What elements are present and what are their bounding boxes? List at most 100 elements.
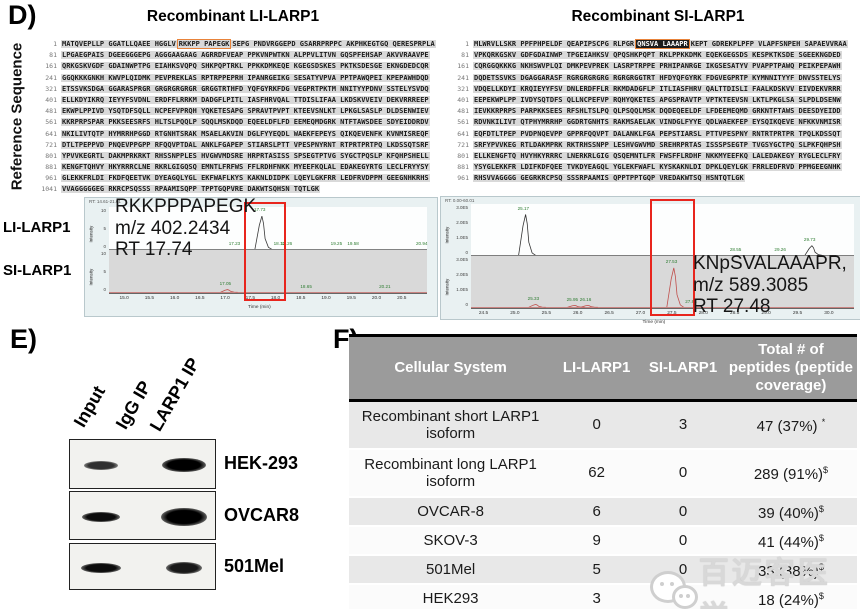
li-larp1-sequence-block: 1 MATQVEPLLP GGATLLQAEE HGGLV RKKPP PAPEGK… [33,39,445,196]
title-recombinant-si-larp1: Recombinant SI-LARP1 [571,8,745,25]
sequence-line: 961 RHSVVAGGGG GEGRKRCPSQ SSSRPAAMIS QPPT… [445,173,859,184]
peptide-count-table: Cellular System LI-LARP1 SI-LARP1 Total # o… [349,334,857,609]
x-tick-label: 28.0 [698,311,708,316]
sequence-text: ELLKENGFTQ HVYHKYRRRC LNERKRLGIG QSQEMNT… [473,151,842,160]
peptide-id-overlay-line: RT 27.48 [693,296,771,317]
trace-svg [109,289,427,293]
cell-total-peptides: 18 (24%)$ [724,583,857,609]
x-tick-label: 19.5 [346,296,356,301]
peptide-id-overlay-line: m/z 589.3085 [693,274,809,296]
sequence-line: 321 VDQELLKDYI KRQIEYYFSV DNLERDFFLR RKMD… [445,84,859,95]
residue-number: 401 [457,95,469,104]
x-tick-label: 16.0 [169,296,180,301]
sequence-text: VVAGGGGGEG RKRCPSQSSS RPAAMISQPP TPPTGQP… [61,185,321,194]
cell-cellular-system: Recombinant short LARP1 isoform [349,400,553,450]
x-axis-label: Time (min) [642,320,666,325]
sequence-line: 321 ETSSVKSDGA GGARASPRGR GRGRGRGRGR GRGG… [33,84,445,95]
residue-number: 561 [457,118,469,127]
x-tick-label: 17.5 [245,296,255,301]
cell-total-peptides: 47 (37%) * [724,400,857,450]
residue-number: 1 [465,40,469,48]
peptide-id-overlay-line: RT 17.74 [115,239,193,260]
table-row: Recombinant long LARP1 isoform 62 0 289 (91… [349,448,857,498]
selected-peak-red-box [244,202,286,301]
cell-si-larp1: 3 [641,400,725,450]
sequence-line: 881 KENGFTQHVY HKYRRRCLNE RKRLGIGQSQ EMNT… [33,162,445,173]
sequence-line: 961 GLEKKFRLDI FKDFQEETVK DYEAGQLYGL EKFW… [33,173,445,184]
x-tick-label: 30.0 [824,311,834,316]
y-tick-label: 1.0E5 [456,287,468,292]
column-header: SI-LARP1 [641,337,725,402]
x-tick-label: 26.0 [573,311,583,316]
y-tick-label: 3.0E5 [456,205,468,210]
total-superscript: $ [823,465,829,475]
table-body: Recombinant short LARP1 isoform 0 3 47 (37%… [349,400,857,609]
y-tick-label: 10 [100,251,106,256]
watermark: 百迈客医学 [648,548,860,609]
x-tick-label: 29.0 [761,311,771,316]
sequence-line: 481 EKWPLPPIVD YSQTDFSQLL NCPEFVPRQH YQKE… [33,106,445,117]
blot-band [81,562,121,573]
x-tick-label: 17.0 [220,296,230,301]
x-tick-label: 28.5 [730,311,740,316]
trace-svg [471,214,854,256]
minor-rt-annotation: 19.58 [347,241,359,246]
cell-cellular-system: 501Mel [349,554,553,585]
residue-number: 801 [45,151,57,160]
boxed-peptide: RKKPP PAPEGK [176,39,232,49]
peptide-id-overlay: RKKPPPAPEGK m/z 402.2434 RT 17.74 [115,196,256,261]
residue-number: 161 [457,62,469,71]
minor-rt-annotation: 28.55 [729,247,742,252]
cell-si-larp1: 0 [641,496,725,527]
minor-rt-annotation: 18.65 [300,284,312,289]
peptide-count-table-grid: Cellular System LI-LARP1 SI-LARP1 Total # o… [349,337,857,609]
sequence-line: 481 IEVKKRPRPS PARPKKSEES RFSHLTSLPQ QLPS… [445,106,859,117]
x-tick-label: 20.5 [397,296,407,301]
peak-rt-annotation: 25.17 [517,205,530,211]
y-tick-label: 5 [103,269,106,274]
residue-number: 1041 [41,185,57,194]
si-larp1-sequence-block: 1 MLWRVLLSKR PPFPHPELDF QEAPIPSCPG RLPGR Q… [445,39,859,184]
x-tick-label: 16.5 [195,296,205,301]
sequence-text: SRFYPVVKEG RTLDAKMPRK RKTRHSSNPP LESHVGW… [473,140,842,149]
sequence-line: 721 DTLTPEPPVD PNQEVPPGPP RFQQVPTDAL ANKL… [33,140,445,151]
minor-rt-annotation: 17.23 [228,241,241,246]
residue-number: 961 [457,174,469,183]
sequence-line: 801 ELLKENGFTQ HVYHKYRRRC LNERKRLGIG QSQE… [445,151,859,162]
total-superscript: $ [818,532,824,543]
sequence-text: CQRGGQKKKG NKHSWVPLQI DMKPEVPREK LASRPTR… [473,62,842,71]
residue-number: 481 [45,107,57,116]
peptide-id-overlay-line: KNpSVALAAAPR, [693,253,847,274]
x-tick-label: 18.5 [296,296,306,301]
y-axis-label: Intensity [444,278,450,296]
blot-name-label: HEK-293 [224,453,299,473]
blot-band [166,561,202,574]
cell-si-larp1: 0 [641,448,725,498]
sequence-text: QRKGSKVGDF GDAINWPTPG EIAHKSVQPQ SHKPQPT… [61,62,430,71]
cell-li-larp1: 9 [552,525,642,556]
x-tick-label: 27.0 [635,311,646,316]
residue-number: 721 [45,140,57,149]
table-row: HEK2933018 (24%)$ [349,583,857,609]
sequence-text: NKILIVTQTP HYMRRHPGGD RTGNHTSRAK MSAELAK… [61,129,430,138]
residue-number: 881 [45,163,57,172]
y-tick-label: 3.0E5 [456,257,468,262]
blot-band [161,507,207,526]
y-tick-label: 0 [465,250,468,255]
minor-rt-annotation: 18.12 [273,241,286,246]
x-tick-label: 19.0 [321,296,331,301]
residue-number: 641 [45,129,57,138]
sequence-line: 721 SRFYPVVKEG RTLDAKMPRK RKTRHSSNPP LESH… [445,140,859,151]
reference-sequence-axis-label: Reference Sequence [8,42,26,191]
sequence-text: KKRPRPSPAR PKKSEESRFS HLTSLPQQLP SQQLMSK… [61,118,430,127]
blot-box-ovcar8 [69,491,216,540]
minor-rt-annotation: 20.94 [415,241,428,246]
wechat-eye [660,582,664,586]
residue-number: 321 [457,84,469,93]
table-row: SKOV-3 9 0 41 (44%)$ [349,525,857,556]
sequence-text: DQDETSSVKS DGAGGARASF RGRGRGRGRG RGRGRGG… [473,73,842,82]
cell-li-larp1: 3 [552,583,642,609]
chromatogram-plot-area [471,256,854,309]
sequence-text: VPKQRKGSKV GDFGDAINWP TPGEIAHKSV QPQSHKP… [473,51,842,60]
